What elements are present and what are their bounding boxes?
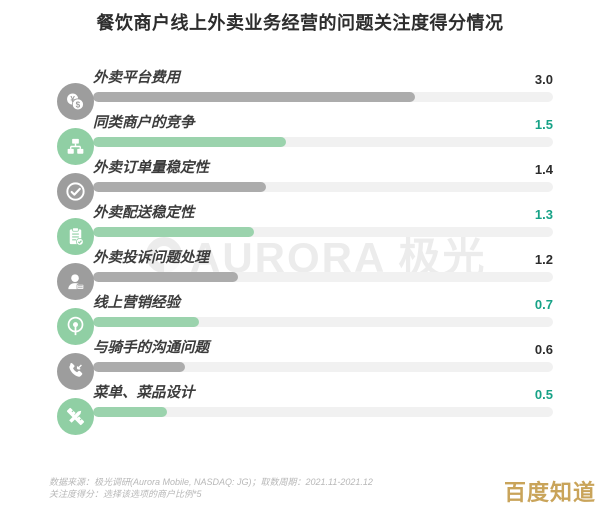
row-value: 1.5 bbox=[534, 117, 553, 132]
svg-text:¥: ¥ bbox=[70, 95, 75, 104]
bar-fill bbox=[93, 182, 266, 192]
baidu-zhidao-watermark: 百度知道 bbox=[503, 480, 596, 505]
bar-track bbox=[93, 182, 553, 192]
bar-track bbox=[93, 407, 553, 417]
row-label: 线上营销经验 bbox=[93, 295, 180, 311]
chart-row: 外卖订单量稳定性 1.4 bbox=[49, 157, 553, 210]
bar-track bbox=[93, 137, 553, 147]
row-label: 外卖配送稳定性 bbox=[93, 205, 195, 221]
row-label: 菜单、菜品设计 bbox=[93, 385, 195, 401]
chart-row: 与骑手的沟通问题 0.6 bbox=[49, 337, 553, 390]
footnote: 数据来源：极光调研(Aurora Mobile, NASDAQ: JG)；取数周… bbox=[49, 477, 373, 500]
org-chart-icon bbox=[57, 128, 94, 165]
bar-track bbox=[93, 92, 553, 102]
bar-fill bbox=[93, 227, 254, 237]
row-value: 0.5 bbox=[534, 387, 553, 402]
footnote-method: 关注度得分：选择该选项的商户比例*5 bbox=[49, 488, 202, 499]
chart-row: 外卖投诉问题处理 1.2 bbox=[49, 247, 553, 300]
clipboard-check-icon bbox=[57, 218, 94, 255]
row-value: 1.3 bbox=[534, 207, 553, 222]
footnote-source: 数据来源：极光调研(Aurora Mobile, NASDAQ: JG)；取数周… bbox=[49, 477, 373, 487]
row-label: 同类商户的竞争 bbox=[93, 115, 195, 131]
bar-fill bbox=[93, 407, 167, 417]
bar-fill bbox=[93, 317, 199, 327]
row-label: 与骑手的沟通问题 bbox=[93, 340, 209, 356]
bar-fill bbox=[93, 92, 415, 102]
row-value: 1.2 bbox=[534, 252, 553, 267]
bar-track bbox=[93, 272, 553, 282]
check-circle-icon bbox=[57, 173, 94, 210]
chart-row: ¥ $ 外卖平台费用 3.0 bbox=[49, 67, 553, 120]
row-value: 1.4 bbox=[534, 162, 553, 177]
person-icon bbox=[57, 263, 94, 300]
svg-text:$: $ bbox=[76, 100, 81, 109]
chart-row: 菜单、菜品设计 0.5 bbox=[49, 382, 553, 435]
phone-icon bbox=[57, 353, 94, 390]
row-value: 0.7 bbox=[534, 297, 553, 312]
chart-row: 同类商户的竞争 1.5 bbox=[49, 112, 553, 165]
broadcast-icon bbox=[57, 308, 94, 345]
bar-track bbox=[93, 317, 553, 327]
coins-icon: ¥ $ bbox=[57, 83, 94, 120]
row-label: 外卖订单量稳定性 bbox=[93, 160, 209, 176]
row-label: 外卖平台费用 bbox=[93, 70, 180, 86]
bar-track bbox=[93, 227, 553, 237]
chart-row: 线上营销经验 0.7 bbox=[49, 292, 553, 345]
row-label: 外卖投诉问题处理 bbox=[93, 250, 209, 266]
row-value: 3.0 bbox=[534, 72, 553, 87]
bar-fill bbox=[93, 137, 287, 147]
bar-fill bbox=[93, 272, 238, 282]
bar-track bbox=[93, 362, 553, 372]
bar-chart: ¥ $ 外卖平台费用 3.0 同类商户的竞 bbox=[49, 67, 553, 435]
row-value: 0.6 bbox=[534, 342, 553, 357]
bar-fill bbox=[93, 362, 185, 372]
chart-row: 外卖配送稳定性 1.3 bbox=[49, 202, 553, 255]
chart-title: 餐饮商户线上外卖业务经营的问题关注度得分情况 bbox=[96, 13, 504, 33]
pencil-ruler-icon bbox=[57, 398, 94, 435]
